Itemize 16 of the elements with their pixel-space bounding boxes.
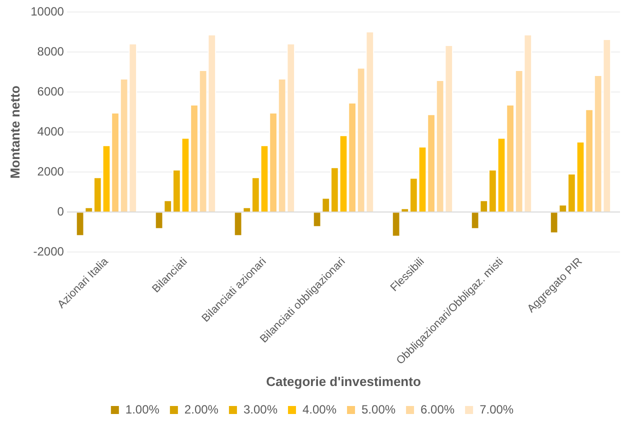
y-tick-label: 8000 bbox=[37, 44, 64, 58]
legend-label: 5.00% bbox=[362, 402, 396, 416]
y-tick-label: 4000 bbox=[37, 124, 64, 138]
x-axis-title: Categorie d'investimento bbox=[266, 374, 421, 389]
legend-label: 7.00% bbox=[480, 402, 514, 416]
legend-label: 4.00% bbox=[302, 402, 337, 416]
y-tick-label: 10000 bbox=[30, 4, 64, 18]
legend-label: 1.00% bbox=[125, 402, 160, 416]
y-tick-label: 6000 bbox=[37, 84, 64, 98]
y-axis-title: Montante netto bbox=[7, 85, 22, 179]
y-tick-label: 0 bbox=[57, 204, 64, 218]
legend-label: 2.00% bbox=[184, 402, 219, 416]
y-tick-label: -2000 bbox=[33, 244, 64, 258]
legend-label: 3.00% bbox=[243, 402, 278, 416]
y-tick-label: 2000 bbox=[37, 164, 64, 178]
legend-label: 6.00% bbox=[420, 402, 455, 416]
